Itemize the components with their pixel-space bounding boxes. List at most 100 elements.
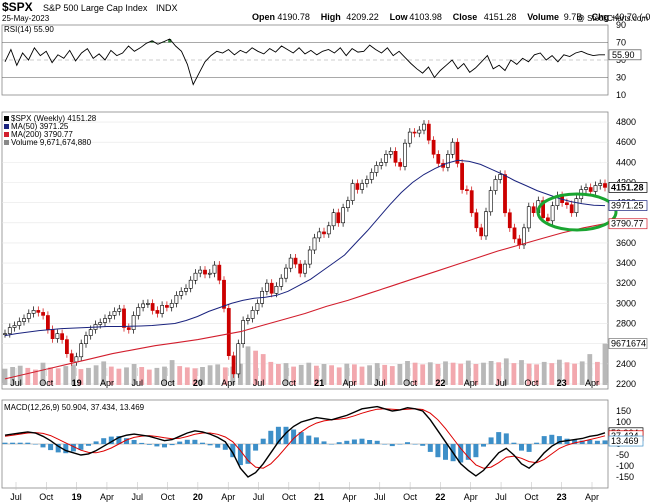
quote-line: Open 4190.78 High 4209.22 Low 4103.98 Close 415… <box>252 12 650 22</box>
x-tick-label: Jul <box>374 492 386 502</box>
candle-body <box>512 227 517 240</box>
last-value-box <box>608 182 648 193</box>
candle-body <box>184 287 188 292</box>
volume-bar <box>238 363 243 385</box>
volume-bar <box>336 367 342 385</box>
macd-histogram-bar <box>260 438 266 444</box>
candle-body <box>107 315 112 319</box>
rsi-legend: RSI(14) 55.90 <box>4 25 54 34</box>
volume-bar <box>572 363 577 385</box>
candle-body <box>403 142 407 167</box>
candle-body <box>179 290 184 296</box>
macd-histogram-bar <box>594 440 600 444</box>
candle-body <box>436 154 441 164</box>
price-tick-label: 3600 <box>616 238 636 248</box>
price-tick-label: 4800 <box>616 117 636 127</box>
x-tick-label: Oct <box>282 378 297 388</box>
x-tick-label: Apr <box>221 492 235 502</box>
rsi-panel: RSI(14) 55.90 907050301055.90 <box>1 20 642 100</box>
x-tick-label: Oct <box>161 378 176 388</box>
x-tick-label: Jul <box>253 378 265 388</box>
quote-volume-label: Volume <box>527 12 559 22</box>
candle-body <box>426 123 431 141</box>
volume-bar <box>291 366 296 385</box>
last-value-box <box>608 218 648 230</box>
candle-body <box>188 279 193 289</box>
macd-histogram-bar <box>443 444 448 460</box>
candle-body <box>507 212 512 229</box>
candle-body <box>522 227 526 246</box>
macd-histogram-bar <box>397 444 403 445</box>
candle-body <box>603 183 607 188</box>
quote-volume-value: 9.7B <box>564 12 583 22</box>
macd-histogram-bar <box>207 444 213 446</box>
legend-swatch <box>4 140 9 145</box>
x-tick-label: Apr <box>100 378 114 388</box>
volume-bar <box>146 369 152 385</box>
legend-swatch <box>4 124 9 129</box>
candle-body <box>250 310 255 319</box>
volume-last-box <box>608 338 648 349</box>
candle-body <box>498 174 503 180</box>
quote-open-value: 4190.78 <box>277 12 310 22</box>
chart-header: $SPX S&P 500 Large Cap Index INDX 25-May… <box>2 0 650 23</box>
volume-bar <box>329 365 334 385</box>
candle-body <box>417 129 422 134</box>
rsi-tick-label: 10 <box>616 90 626 100</box>
macd-histogram-bar <box>17 442 23 444</box>
price-tick-label: 3200 <box>616 278 636 288</box>
macd-tick-label: 150 <box>616 406 631 416</box>
x-tick-label: Jul <box>132 378 144 388</box>
candle-body <box>126 327 131 330</box>
macd-histogram-bar <box>435 444 441 458</box>
volume-bar <box>298 364 304 385</box>
x-tick-label: Apr <box>100 492 114 502</box>
price-tick-label: 4600 <box>616 137 636 147</box>
macd-histogram-bar <box>587 440 593 444</box>
macd-histogram-bar <box>184 439 190 444</box>
candle-body <box>588 187 593 192</box>
x-tick-label: 20 <box>193 378 203 388</box>
candle-body <box>222 279 226 309</box>
macd-histogram-bar <box>329 444 335 445</box>
price-tick-label: 2800 <box>616 319 636 329</box>
x-tick-label: Oct <box>39 492 54 502</box>
volume-bar <box>397 364 403 385</box>
x-tick-label: Apr <box>221 378 235 388</box>
x-tick-label: Jul <box>253 492 265 502</box>
volume-bar <box>427 362 433 385</box>
price-tick-label: 3000 <box>616 298 636 308</box>
x-tick-label: 21 <box>314 492 324 502</box>
candle-body <box>384 154 388 163</box>
candle-body <box>398 162 403 167</box>
candle-body <box>445 154 450 168</box>
rsi-tick-label: 70 <box>616 38 626 48</box>
macd-histogram-bar <box>306 435 312 444</box>
candle-body <box>131 315 136 330</box>
macd-histogram-bar <box>336 442 342 444</box>
volume-bar <box>169 360 175 385</box>
candle-body <box>88 329 93 336</box>
volume-bar <box>579 361 585 385</box>
candle-body <box>593 185 598 192</box>
candle-body <box>545 217 550 222</box>
volume-bar <box>108 366 114 385</box>
x-tick-label: Oct <box>403 378 418 388</box>
candle-body <box>12 325 17 328</box>
candle-body <box>45 315 50 330</box>
macd-histogram-bar <box>572 440 578 444</box>
x-tick-label: Jul <box>374 378 386 388</box>
symbol[interactable]: $SPX <box>2 0 33 14</box>
volume-bar <box>139 367 145 385</box>
candle-body <box>174 294 179 304</box>
candle-body <box>393 151 398 163</box>
x-tick-label: Apr <box>464 378 478 388</box>
macd-histogram-bar <box>108 436 114 444</box>
volume-bar <box>557 359 562 385</box>
macd-histogram-bar <box>291 429 297 444</box>
x-tick-label: Jul <box>132 492 144 502</box>
macd-histogram-bar <box>283 426 289 444</box>
macd-histogram-bar <box>25 442 31 444</box>
volume-bar <box>200 367 205 385</box>
macd-legend: MACD(12,26,9) 50.904, 37.434, 13.469 <box>4 403 145 412</box>
